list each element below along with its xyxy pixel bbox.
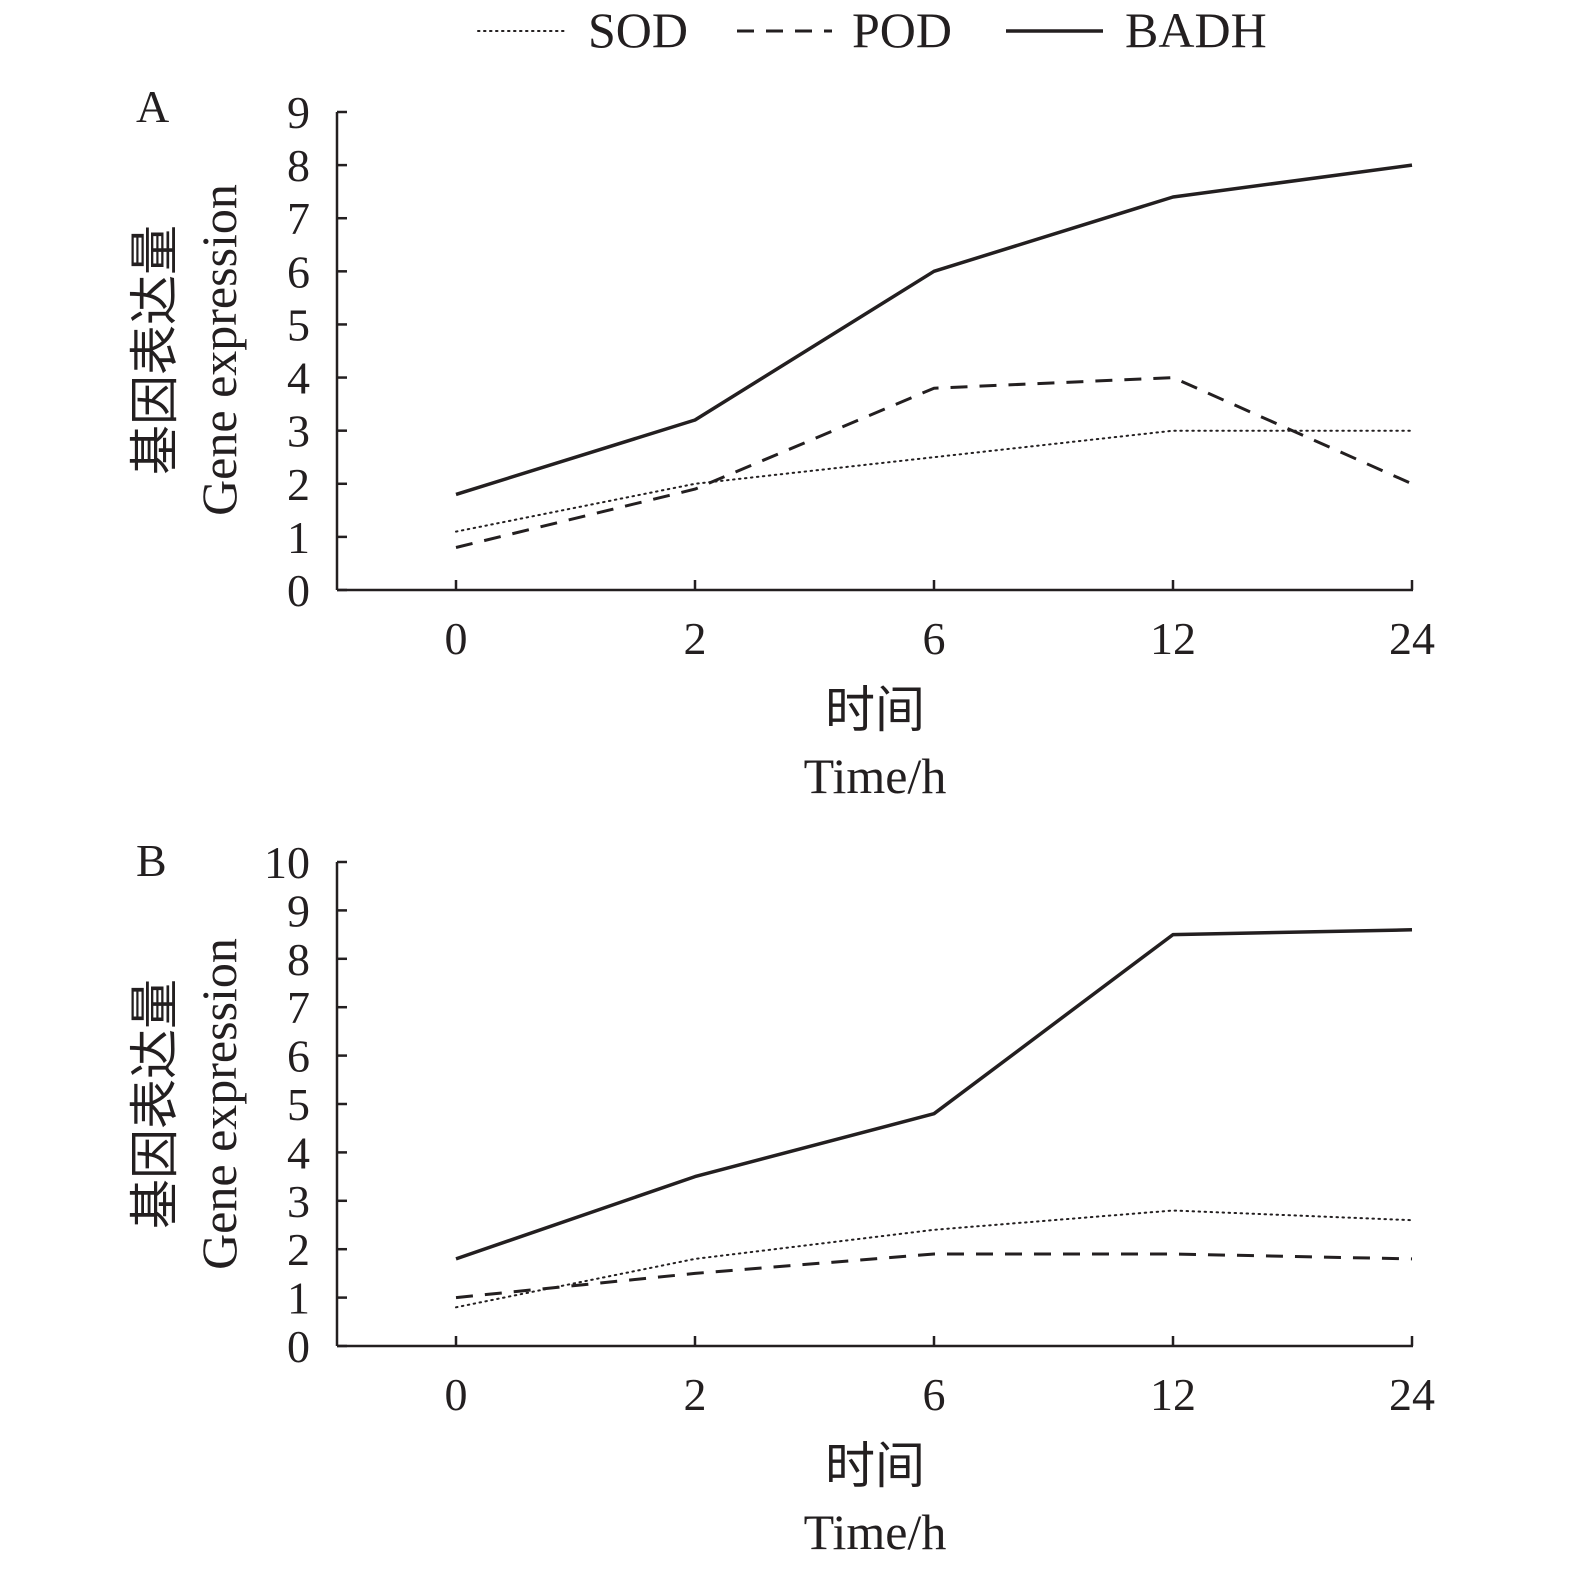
panel-b-y-tick-label: 5 — [287, 1079, 310, 1130]
panel-a-x-ticks: 0 2 6 12 24 — [445, 580, 1435, 664]
panel-b-y-tick-label: 0 — [287, 1321, 310, 1372]
panel-b-xlabel-en: Time/h — [804, 1504, 947, 1560]
panel-b-series — [455, 928, 1413, 1309]
panel-a-y-tick-label: 9 — [287, 87, 310, 138]
panel-b-x-tick-label: 6 — [923, 1369, 946, 1420]
panel-a-y-tick-label: 1 — [287, 512, 310, 563]
panel-b-y-tick-label: 1 — [287, 1273, 310, 1324]
panel-a-y-tick-label: 3 — [287, 406, 310, 457]
panel-b-x-tick-label: 2 — [684, 1369, 707, 1420]
panel-a-series-pod — [455, 376, 1413, 549]
panel-b-x-tick-label: 12 — [1150, 1369, 1196, 1420]
panel-a-y-tick-label: 4 — [287, 353, 310, 404]
panel-a-y-tick-label: 0 — [287, 565, 310, 616]
panel-b-y-tick-label: 8 — [287, 934, 310, 985]
panel-a-xlabel-en: Time/h — [804, 748, 947, 804]
panel-a-x-tick-label: 2 — [684, 613, 707, 664]
panel-b-series-sod — [455, 1209, 1413, 1309]
panel-a-x-tick-label: 6 — [923, 613, 946, 664]
panel-b-x-ticks: 0 2 6 12 24 — [445, 1336, 1435, 1420]
panel-a-y-tick-label: 8 — [287, 140, 310, 191]
legend: SOD POD BADH — [477, 2, 1267, 58]
panel-b-y-tick-label: 7 — [287, 982, 310, 1033]
panel-a-x-tick-label: 24 — [1389, 613, 1435, 664]
panel-b-xlabel-zh: 时间 — [825, 1438, 925, 1494]
panel-a-xlabel-zh: 时间 — [825, 682, 925, 738]
panel-a-y-tick-label: 7 — [287, 193, 310, 244]
panel-a-x-tick-label: 12 — [1150, 613, 1196, 664]
legend-badh-label: BADH — [1125, 2, 1267, 58]
panel-b-x-tick-label: 0 — [445, 1369, 468, 1420]
panel-a-ylabel-en: Gene expression — [191, 184, 247, 516]
panel-a-series-sod — [455, 429, 1413, 533]
panel-a-x-tick-label: 0 — [445, 613, 468, 664]
panel-b-label: B — [136, 835, 167, 886]
panel-b-y-tick-label: 6 — [287, 1031, 310, 1082]
legend-pod-label: POD — [852, 2, 952, 58]
legend-sod-label: SOD — [588, 2, 688, 58]
panel-b-series-pod — [455, 1252, 1413, 1300]
panel-b-y-tick-label: 4 — [287, 1127, 310, 1178]
panel-b-y-tick-label: 10 — [264, 837, 310, 888]
panel-a-y-tick-label: 5 — [287, 299, 310, 350]
panel-a-series — [455, 163, 1413, 549]
panel-b-ylabel-zh: 基因表达量 — [127, 979, 183, 1229]
panel-b-y-tick-label: 2 — [287, 1224, 310, 1275]
panel-a-y-tick-label: 2 — [287, 459, 310, 510]
panel-b-y-tick-label: 3 — [287, 1176, 310, 1227]
panel-b-ylabel-en: Gene expression — [191, 938, 247, 1270]
panel-a-ylabel-zh: 基因表达量 — [127, 225, 183, 475]
panel-a-series-badh — [455, 163, 1413, 497]
panel-a-y-tick-label: 6 — [287, 246, 310, 297]
panel-b-x-tick-label: 24 — [1389, 1369, 1435, 1420]
panel-b-series-badh — [455, 928, 1413, 1261]
panel-b-y-tick-label: 9 — [287, 885, 310, 936]
panel-a-label: A — [136, 81, 169, 132]
